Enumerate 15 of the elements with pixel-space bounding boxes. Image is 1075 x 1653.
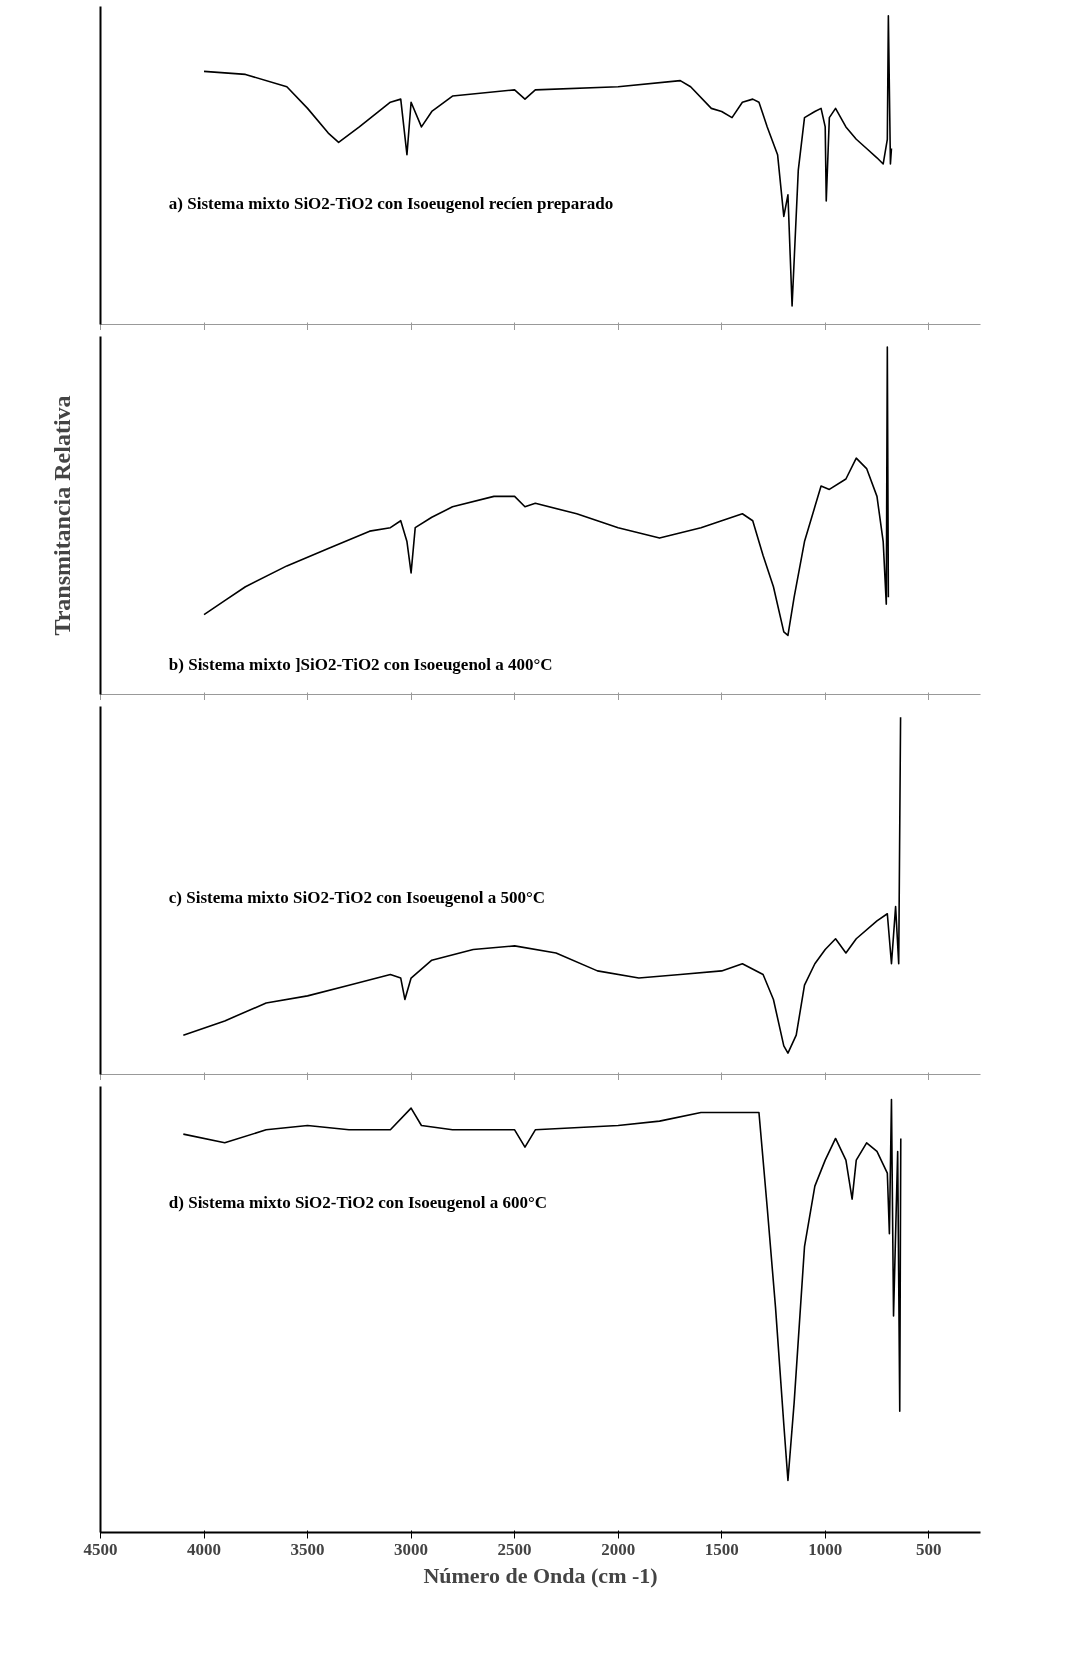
annotation: a) Sistema mixto SiO2-TiO2 con Isoeugenol recíen preparado xyxy=(168,194,614,214)
x-tick-label: 1500 xyxy=(704,1539,739,1559)
x-tick-label: 2000 xyxy=(601,1539,636,1559)
x-tick-label: 4000 xyxy=(187,1539,222,1559)
x-tick-label: 3000 xyxy=(394,1539,429,1559)
x-tick-label: 3500 xyxy=(290,1539,325,1559)
annotation: b) Sistema mixto ]SiO2-TiO2 con Isoeugenol a 400°C xyxy=(168,654,553,674)
y-axis-title: Transmitancia Relativa xyxy=(48,395,75,636)
x-tick-label: 500 xyxy=(915,1539,942,1559)
x-tick-label: 4500 xyxy=(83,1539,118,1559)
annotation: d) Sistema mixto SiO2-TiO2 con Isoeugenol a 600°C xyxy=(168,1193,547,1213)
x-tick-label: 2500 xyxy=(497,1539,532,1559)
annotation: c) Sistema mixto SiO2-TiO2 con Isoeugenol a 500°C xyxy=(168,887,546,907)
x-axis-title: Número de Onda (cm -1) xyxy=(423,1562,658,1588)
x-tick-label: 1000 xyxy=(808,1539,843,1559)
